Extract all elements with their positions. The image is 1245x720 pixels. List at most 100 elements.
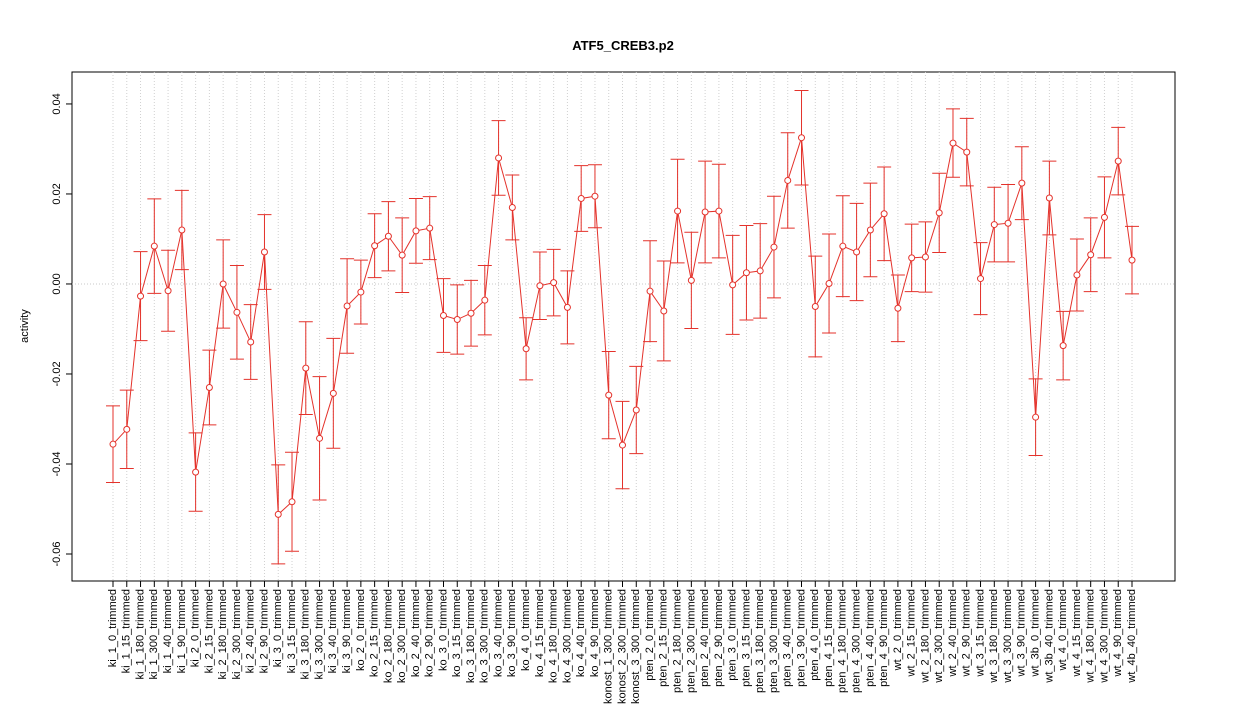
data-point xyxy=(233,308,241,316)
data-point xyxy=(963,148,971,156)
x-tick-label: ko_3_180_trimmed xyxy=(465,589,477,683)
data-point xyxy=(260,248,268,256)
x-tick-label: pten_2_40_trimmed xyxy=(699,589,711,687)
data-point xyxy=(1018,179,1026,187)
data-point xyxy=(1032,413,1040,421)
data-point xyxy=(729,281,737,289)
x-tick-label: pten_2_15_trimmed xyxy=(658,589,670,687)
x-tick-label: ki_3_300_trimmed xyxy=(313,589,325,680)
x-tick-label: ko_4_40_trimmed xyxy=(575,589,587,677)
data-point xyxy=(1073,271,1081,279)
x-tick-label: konost_1_300_trimmed xyxy=(603,589,615,704)
data-point xyxy=(853,248,861,256)
x-tick-label: pten_3_15_trimmed xyxy=(740,589,752,687)
y-tick-label: -0.06 xyxy=(51,541,63,566)
x-tick-label: ko_2_300_trimmed xyxy=(396,589,408,683)
x-tick-label: ko_2_0_trimmed xyxy=(355,589,367,671)
x-tick-label: pten_4_0_trimmed xyxy=(809,589,821,681)
x-tick-label: ki_2_40_trimmed xyxy=(245,589,257,673)
data-point xyxy=(398,251,406,259)
data-point xyxy=(1059,342,1067,350)
x-tick-label: ki_2_300_trimmed xyxy=(231,589,243,680)
data-point xyxy=(288,498,296,506)
x-tick-label: wt_2_300_trimmed xyxy=(933,589,945,684)
y-tick-label: -0.02 xyxy=(51,361,63,386)
x-tick-label: ki_3_40_trimmed xyxy=(327,589,339,673)
x-tick-label: ki_2_15_trimmed xyxy=(203,589,215,673)
x-tick-label: ki_3_180_trimmed xyxy=(300,589,312,680)
x-tick-label: wt_4b_40_trimmed xyxy=(1126,589,1138,684)
data-point xyxy=(687,276,695,284)
data-point xyxy=(453,316,461,324)
data-point xyxy=(825,280,833,288)
x-tick-label: ko_4_15_trimmed xyxy=(534,589,546,677)
data-point xyxy=(798,134,806,142)
x-tick-label: ko_2_15_trimmed xyxy=(369,589,381,677)
data-point xyxy=(550,279,558,287)
x-tick-label: ko_4_180_trimmed xyxy=(548,589,560,683)
x-tick-label: pten_3_300_trimmed xyxy=(768,589,780,693)
x-tick-label: wt_2_180_trimmed xyxy=(919,589,931,684)
x-tick-label: ki_3_90_trimmed xyxy=(341,589,353,673)
data-point xyxy=(632,406,640,414)
data-point xyxy=(921,253,929,261)
data-point xyxy=(274,510,282,518)
x-tick-label: pten_3_0_trimmed xyxy=(727,589,739,681)
x-tick-label: ki_1_40_trimmed xyxy=(162,589,174,673)
x-tick-label: wt_4_15_trimmed xyxy=(1071,589,1083,677)
y-tick-label: 0.02 xyxy=(51,183,63,204)
data-point xyxy=(247,338,255,346)
x-tick-label: ki_3_15_trimmed xyxy=(286,589,298,673)
x-tick-label: ki_1_15_trimmed xyxy=(121,589,133,673)
data-point xyxy=(935,209,943,217)
x-tick-label: wt_2_40_trimmed xyxy=(947,589,959,677)
x-tick-label: wt_3_300_trimmed xyxy=(1002,589,1014,684)
x-tick-label: ko_3_300_trimmed xyxy=(479,589,491,683)
data-point xyxy=(371,242,379,250)
data-point xyxy=(949,139,957,147)
x-tick-label: wt_2_0_trimmed xyxy=(892,589,904,671)
data-point xyxy=(357,288,365,296)
x-tick-label: ko_3_15_trimmed xyxy=(451,589,463,677)
data-point xyxy=(784,176,792,184)
x-tick-label: wt_4_0_trimmed xyxy=(1057,589,1069,671)
x-tick-label: ko_2_90_trimmed xyxy=(424,589,436,677)
data-point xyxy=(164,287,172,295)
data-point xyxy=(522,345,530,353)
data-point xyxy=(137,292,145,300)
x-tick-label: ko_4_0_trimmed xyxy=(520,589,532,671)
x-tick-label: ko_3_90_trimmed xyxy=(506,589,518,677)
x-tick-label: konost_2_300_trimmed xyxy=(616,589,628,704)
y-tick-label: -0.04 xyxy=(51,451,63,476)
x-tick-label: ko_2_180_trimmed xyxy=(382,589,394,683)
data-point xyxy=(977,275,985,283)
x-tick-label: wt_4_180_trimmed xyxy=(1085,589,1097,684)
data-point xyxy=(742,269,750,277)
x-tick-label: ki_2_0_trimmed xyxy=(190,589,202,667)
data-point xyxy=(1045,194,1053,202)
data-point xyxy=(1004,219,1012,227)
data-point xyxy=(178,226,186,234)
x-tick-label: ko_4_300_trimmed xyxy=(561,589,573,683)
data-point xyxy=(591,192,599,200)
y-tick-label: 0.04 xyxy=(51,93,63,114)
data-point xyxy=(660,307,668,315)
data-point xyxy=(880,210,888,218)
y-axis-label: activity xyxy=(19,309,31,343)
data-point xyxy=(412,227,420,235)
data-point xyxy=(577,194,585,202)
x-tick-label: wt_3_180_trimmed xyxy=(988,589,1000,684)
x-tick-label: konost_3_300_trimmed xyxy=(630,589,642,704)
data-point xyxy=(426,224,434,232)
data-point xyxy=(495,154,503,162)
data-point xyxy=(192,468,200,476)
data-point xyxy=(384,232,392,240)
x-tick-label: pten_4_180_trimmed xyxy=(837,589,849,693)
x-tick-label: wt_4_90_trimmed xyxy=(1112,589,1124,677)
x-tick-label: pten_4_300_trimmed xyxy=(851,589,863,693)
data-point xyxy=(839,242,847,250)
data-point xyxy=(674,207,682,215)
data-point xyxy=(715,207,723,215)
x-tick-label: ko_3_40_trimmed xyxy=(492,589,504,677)
